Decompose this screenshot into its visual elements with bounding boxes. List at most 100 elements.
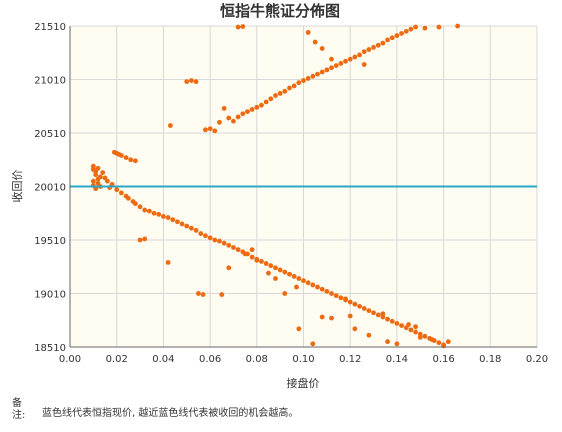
data-point[interactable]: [375, 312, 381, 318]
data-point[interactable]: [347, 299, 353, 305]
data-point[interactable]: [399, 31, 404, 36]
data-point[interactable]: [95, 165, 101, 171]
data-point[interactable]: [273, 265, 278, 271]
data-point[interactable]: [114, 187, 120, 193]
data-point[interactable]: [445, 339, 451, 345]
data-point[interactable]: [179, 221, 185, 227]
data-point[interactable]: [200, 292, 206, 297]
data-point[interactable]: [254, 104, 260, 110]
data-point[interactable]: [352, 54, 358, 60]
data-point[interactable]: [408, 26, 414, 32]
data-point[interactable]: [294, 284, 299, 290]
data-point[interactable]: [161, 214, 166, 219]
data-point[interactable]: [193, 79, 199, 85]
data-point[interactable]: [413, 329, 418, 335]
data-point[interactable]: [371, 45, 376, 50]
data-point[interactable]: [338, 61, 344, 66]
data-point[interactable]: [196, 291, 201, 296]
data-point[interactable]: [347, 56, 353, 62]
data-point[interactable]: [226, 265, 232, 271]
data-point[interactable]: [146, 208, 152, 214]
data-point[interactable]: [338, 295, 344, 301]
data-point[interactable]: [151, 210, 157, 216]
data-point[interactable]: [242, 251, 248, 257]
data-point[interactable]: [217, 119, 222, 125]
data-point[interactable]: [235, 247, 241, 253]
data-point[interactable]: [142, 236, 148, 242]
data-point[interactable]: [305, 30, 311, 35]
data-point[interactable]: [142, 207, 148, 213]
data-point[interactable]: [413, 24, 418, 30]
data-point[interactable]: [301, 278, 306, 284]
data-point[interactable]: [408, 327, 414, 333]
data-point[interactable]: [319, 69, 325, 75]
data-point[interactable]: [219, 292, 225, 297]
data-point[interactable]: [282, 269, 288, 275]
data-point[interactable]: [137, 204, 143, 210]
data-point[interactable]: [189, 225, 194, 231]
data-point[interactable]: [417, 334, 423, 340]
data-point[interactable]: [343, 296, 348, 302]
data-point[interactable]: [422, 25, 428, 31]
data-point[interactable]: [413, 324, 418, 330]
data-point[interactable]: [357, 303, 362, 309]
data-point[interactable]: [277, 267, 283, 273]
data-point[interactable]: [156, 211, 162, 217]
data-point[interactable]: [389, 35, 395, 41]
data-point[interactable]: [371, 310, 376, 316]
data-point[interactable]: [137, 237, 143, 243]
data-point[interactable]: [385, 37, 390, 43]
data-point[interactable]: [315, 71, 320, 77]
data-point[interactable]: [249, 107, 255, 112]
data-point[interactable]: [324, 288, 330, 294]
data-point[interactable]: [315, 284, 320, 290]
data-point[interactable]: [436, 340, 442, 346]
data-point[interactable]: [310, 282, 316, 288]
data-point[interactable]: [259, 259, 264, 264]
data-point[interactable]: [305, 280, 311, 286]
data-point[interactable]: [343, 58, 348, 64]
data-point[interactable]: [436, 24, 442, 30]
data-point[interactable]: [259, 102, 264, 108]
data-point[interactable]: [301, 78, 306, 83]
data-point[interactable]: [221, 105, 227, 111]
data-point[interactable]: [240, 24, 246, 29]
data-point[interactable]: [394, 321, 400, 326]
data-point[interactable]: [366, 308, 372, 314]
data-point[interactable]: [361, 306, 367, 311]
data-point[interactable]: [95, 176, 101, 182]
data-point[interactable]: [235, 114, 241, 120]
data-point[interactable]: [333, 293, 339, 299]
data-point[interactable]: [357, 52, 362, 58]
data-point[interactable]: [441, 343, 446, 349]
data-point[interactable]: [203, 127, 208, 133]
data-point[interactable]: [312, 39, 318, 45]
data-point[interactable]: [399, 323, 404, 328]
data-point[interactable]: [296, 326, 302, 332]
data-point[interactable]: [165, 260, 171, 265]
data-point[interactable]: [249, 247, 255, 253]
data-point[interactable]: [189, 78, 194, 83]
data-point[interactable]: [347, 313, 353, 319]
data-point[interactable]: [132, 158, 138, 164]
data-point[interactable]: [287, 85, 292, 91]
data-point[interactable]: [100, 170, 106, 175]
data-point[interactable]: [125, 195, 131, 201]
data-point[interactable]: [226, 242, 232, 248]
data-point[interactable]: [282, 291, 288, 296]
data-point[interactable]: [235, 24, 241, 30]
data-point[interactable]: [116, 152, 122, 157]
data-point[interactable]: [263, 99, 269, 105]
data-point[interactable]: [90, 178, 96, 184]
data-point[interactable]: [273, 276, 278, 281]
data-point[interactable]: [291, 273, 297, 279]
data-point[interactable]: [333, 63, 339, 68]
data-point[interactable]: [212, 237, 218, 243]
data-point[interactable]: [175, 219, 180, 225]
data-point[interactable]: [385, 316, 390, 322]
data-point[interactable]: [254, 257, 260, 263]
data-point[interactable]: [226, 115, 232, 121]
data-point[interactable]: [207, 235, 213, 241]
data-point[interactable]: [217, 238, 222, 244]
data-point[interactable]: [361, 49, 367, 55]
